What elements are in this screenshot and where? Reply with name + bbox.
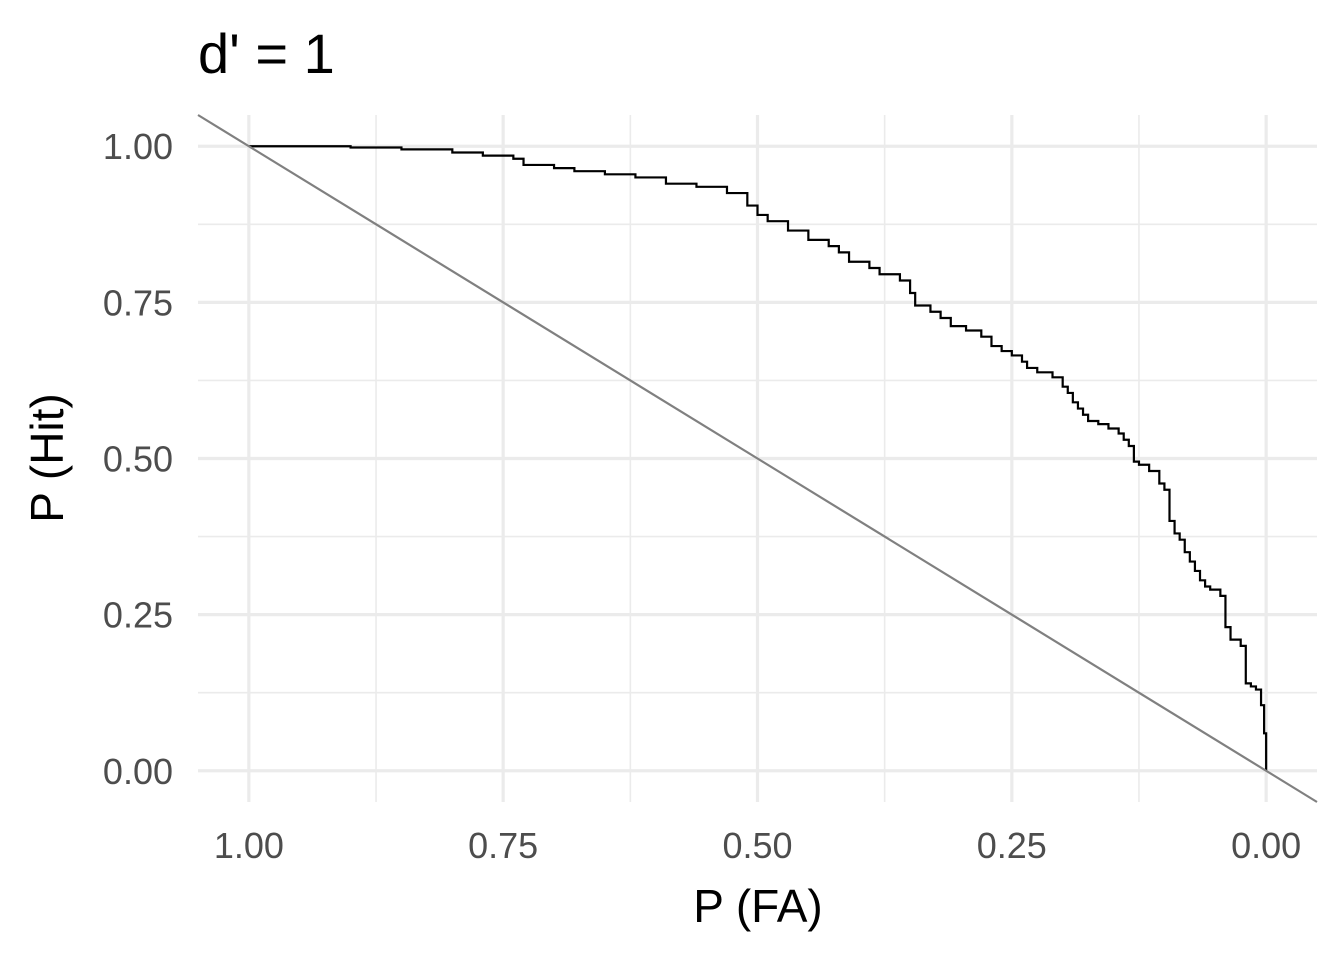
y-tick-label: 0.50 [103, 439, 173, 480]
grid [198, 115, 1317, 802]
y-tick-label: 0.00 [103, 751, 173, 792]
x-tick-labels: 1.00 0.75 0.50 0.25 0.00 [214, 825, 1301, 866]
series-layer [197, 114, 1318, 803]
y-tick-labels: 0.00 0.25 0.50 0.75 1.00 [103, 126, 173, 792]
x-tick-label: 0.75 [468, 825, 538, 866]
chance-diagonal-line [197, 114, 1318, 803]
x-tick-label: 0.25 [977, 825, 1047, 866]
x-axis-title: P (FA) [693, 880, 823, 932]
x-tick-label: 0.00 [1231, 825, 1301, 866]
x-tick-label: 0.50 [722, 825, 792, 866]
y-tick-label: 0.25 [103, 595, 173, 636]
y-tick-label: 1.00 [103, 126, 173, 167]
y-axis-title: P (Hit) [21, 393, 73, 523]
roc-step-line [248, 145, 1268, 771]
x-tick-label: 1.00 [214, 825, 284, 866]
chart-title: d' = 1 [198, 22, 335, 85]
y-tick-label: 0.75 [103, 282, 173, 323]
